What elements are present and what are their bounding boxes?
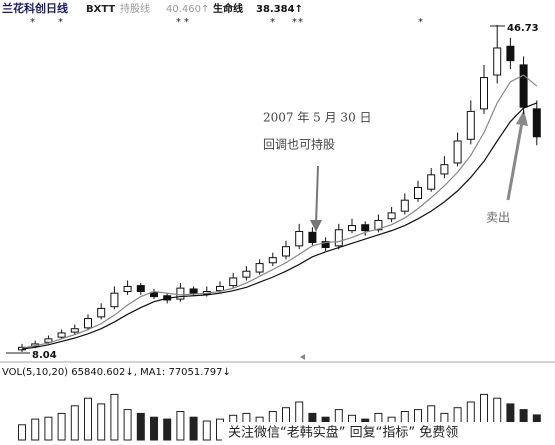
legend-value: 38.384↑ bbox=[256, 4, 303, 15]
volume-bar bbox=[176, 411, 185, 441]
volume-bar bbox=[70, 405, 79, 441]
legend-name: 持股线 bbox=[120, 2, 150, 15]
volume-bar bbox=[97, 403, 106, 441]
svg-text:*: * bbox=[292, 17, 297, 28]
candle-body bbox=[506, 45, 515, 62]
volume-bar bbox=[123, 409, 132, 441]
volume-bar bbox=[84, 397, 92, 441]
volume-bar bbox=[202, 420, 211, 441]
candle-body bbox=[400, 199, 409, 212]
arrow bbox=[315, 165, 319, 225]
candle-body bbox=[427, 174, 436, 190]
candle-body bbox=[295, 230, 304, 247]
arrow bbox=[506, 121, 524, 201]
candle-body bbox=[493, 47, 502, 76]
candle-body bbox=[453, 140, 462, 164]
svg-text:*: * bbox=[184, 17, 189, 28]
candle-body bbox=[480, 77, 488, 110]
candle-body bbox=[70, 328, 79, 333]
candle-body bbox=[532, 108, 541, 138]
scroll-marker bbox=[300, 354, 305, 360]
ma-line bbox=[21, 74, 538, 349]
candle-body bbox=[229, 277, 238, 287]
volume-bar bbox=[110, 393, 119, 441]
low-label: 8.04 bbox=[32, 350, 57, 361]
ma-line bbox=[21, 102, 538, 350]
svg-text:*: * bbox=[176, 17, 181, 28]
volume-bar bbox=[189, 416, 198, 441]
candle-body bbox=[268, 257, 277, 264]
candle-body bbox=[150, 291, 158, 298]
candle-body bbox=[387, 212, 396, 220]
candle-body bbox=[57, 332, 66, 338]
candle-body bbox=[136, 285, 145, 293]
candle-body bbox=[242, 270, 251, 278]
candle-body bbox=[44, 338, 53, 343]
watermark-box bbox=[222, 422, 555, 445]
candle-body bbox=[84, 318, 92, 329]
candle-body bbox=[440, 164, 449, 175]
arrow-head bbox=[516, 110, 528, 126]
volume-bar bbox=[136, 412, 145, 441]
candle-body bbox=[176, 287, 185, 300]
annotation: 回调也可持股 bbox=[263, 137, 335, 152]
svg-text:*: * bbox=[298, 17, 303, 28]
candle-body bbox=[123, 285, 132, 293]
volume-bar bbox=[18, 424, 26, 441]
code: BXTT bbox=[86, 4, 115, 15]
candle-body bbox=[97, 307, 106, 318]
annotation: 卖出 bbox=[486, 211, 510, 225]
candle-body bbox=[334, 229, 343, 247]
high-label: 46.73 bbox=[507, 23, 539, 34]
candle-body bbox=[374, 219, 383, 231]
candle-body bbox=[216, 285, 224, 292]
candle-body bbox=[321, 241, 330, 249]
candle-body bbox=[282, 246, 290, 257]
volume-bar bbox=[44, 416, 53, 441]
volume-bar bbox=[150, 416, 158, 441]
svg-text:*: * bbox=[58, 17, 63, 28]
candle-body bbox=[361, 224, 370, 232]
annotation: 2007 年 5 月 30 日 bbox=[263, 111, 372, 125]
candle-body bbox=[466, 110, 475, 140]
chart-title: 兰花科创日线 bbox=[2, 1, 68, 15]
svg-text:*: * bbox=[270, 17, 275, 28]
legend-name: 生命线 bbox=[213, 2, 243, 15]
candle-body bbox=[308, 231, 317, 243]
candle-body bbox=[189, 288, 198, 294]
volume-label: VOL(5,10,20) 65840.602↓, MA1: 77051.797↓ bbox=[2, 367, 231, 378]
candle-body bbox=[348, 225, 356, 232]
legend-value: 40.460↑ bbox=[166, 4, 209, 15]
watermark: 关注微信“老韩实盘” 回复“指标” 免费领 bbox=[228, 425, 458, 441]
candle-body bbox=[519, 64, 528, 108]
arrow-head bbox=[310, 220, 322, 232]
svg-text:*: * bbox=[30, 17, 35, 28]
candle-body bbox=[414, 187, 422, 199]
candle-body bbox=[110, 292, 119, 308]
volume-bar bbox=[57, 412, 66, 441]
svg-text:*: * bbox=[418, 17, 423, 28]
volume-bar bbox=[163, 418, 172, 441]
signal-markers: * * * * * * * * bbox=[30, 17, 423, 28]
candle-body bbox=[255, 263, 264, 273]
volume-bar bbox=[31, 418, 40, 441]
